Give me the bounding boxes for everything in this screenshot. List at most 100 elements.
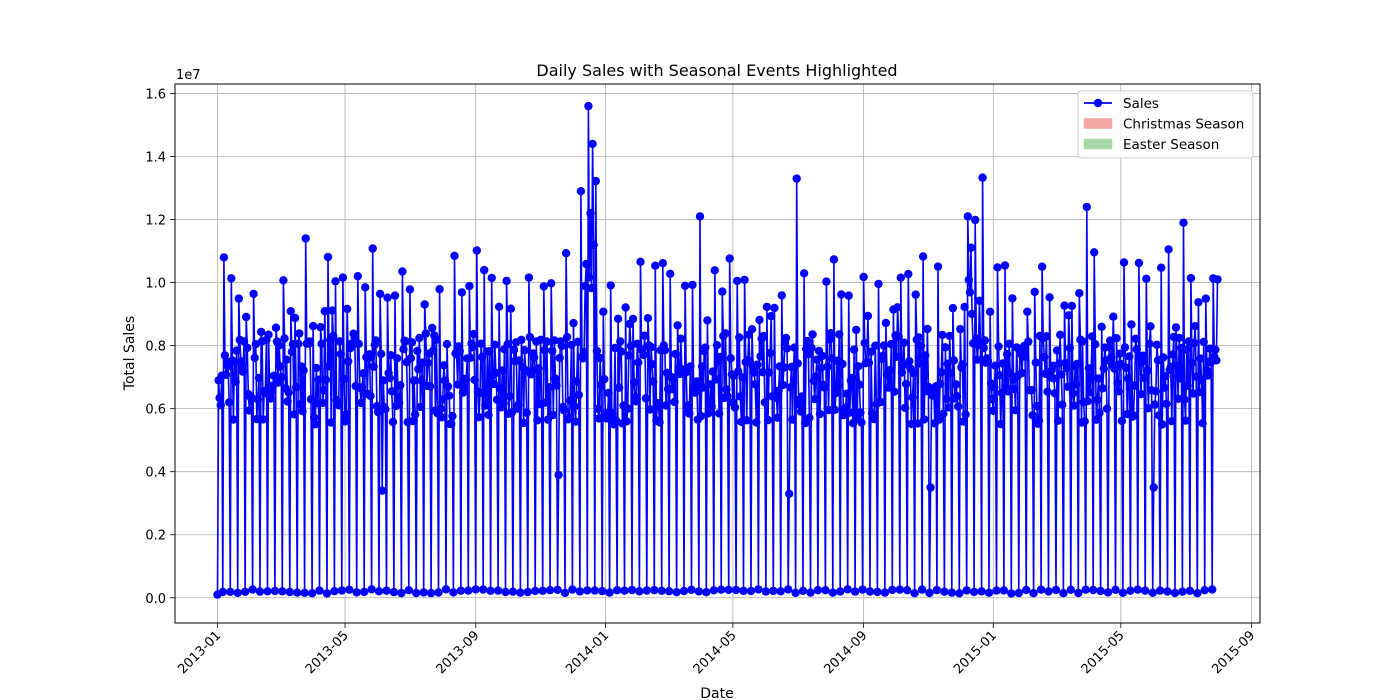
sales-point — [803, 336, 812, 346]
sales-point — [616, 337, 625, 346]
sales-point — [1073, 359, 1082, 369]
sales-point — [485, 347, 494, 356]
sales-point — [453, 380, 462, 389]
sales-point — [804, 350, 813, 359]
sales-point — [357, 383, 367, 392]
legend-box — [1077, 90, 1254, 159]
sales-point — [821, 586, 830, 595]
sales-point — [562, 332, 572, 342]
sales-point — [740, 275, 749, 285]
sales-point — [516, 588, 525, 597]
sales-point — [670, 397, 679, 407]
sales-point — [828, 588, 837, 597]
sales-point — [792, 174, 801, 183]
sales-point — [920, 415, 929, 424]
sales-point — [575, 587, 585, 596]
sales-point — [477, 352, 487, 362]
sales-point — [685, 409, 694, 418]
sales-point — [838, 359, 847, 369]
sales-point — [382, 586, 391, 595]
sales-point — [1168, 350, 1178, 359]
sales-point — [1034, 416, 1044, 425]
sales-point — [486, 586, 495, 595]
sales-point — [702, 588, 711, 597]
sales-point — [966, 243, 976, 252]
sales-point — [1196, 354, 1205, 363]
sales-point — [724, 585, 733, 595]
sales-point — [1144, 404, 1153, 413]
sales-point — [959, 417, 968, 426]
sales-point — [964, 275, 973, 285]
sales-point — [692, 377, 701, 386]
sales-point — [1152, 340, 1162, 349]
sales-point — [1068, 389, 1078, 398]
sales-point — [897, 368, 907, 377]
sales-point — [524, 273, 534, 282]
sales-point — [337, 586, 346, 595]
sales-point — [694, 587, 704, 596]
sales-point — [1178, 587, 1187, 596]
sales-point — [761, 587, 771, 596]
sales-point — [621, 303, 630, 312]
sales-point — [949, 356, 959, 365]
sales-point — [712, 341, 722, 350]
legend-label: Christmas Season — [1123, 117, 1244, 133]
sales-point — [796, 407, 806, 416]
y-axis-title: Total Sales — [122, 316, 138, 391]
sales-point — [836, 587, 845, 596]
sales-point — [961, 410, 970, 419]
sales-point — [952, 392, 962, 401]
sales-point — [1211, 345, 1220, 354]
sales-point — [657, 586, 666, 595]
sales-point — [943, 359, 952, 368]
y-tick-label: 1.6 — [145, 87, 166, 102]
sales-point — [283, 397, 292, 406]
sales-point — [805, 413, 814, 422]
sales-point — [629, 378, 639, 387]
sales-point — [714, 409, 724, 418]
sales-point — [651, 261, 660, 270]
sales-point — [1187, 358, 1197, 368]
sales-point — [598, 586, 607, 596]
sales-point — [254, 373, 264, 383]
sales-point — [239, 337, 249, 346]
sales-point — [250, 353, 259, 362]
sales-point — [1183, 381, 1192, 390]
sales-point — [1063, 382, 1072, 391]
sales-point — [918, 252, 928, 261]
sales-point — [471, 585, 480, 594]
sales-point — [701, 343, 710, 352]
sales-point — [1086, 373, 1096, 382]
sales-point — [464, 586, 473, 595]
sales-point — [566, 396, 575, 405]
sales-point — [708, 367, 717, 376]
sales-point — [975, 296, 984, 305]
sales-point — [247, 393, 256, 402]
sales-point — [312, 363, 321, 373]
sales-point — [664, 587, 674, 596]
sales-point — [225, 398, 234, 407]
sales-point — [1028, 411, 1037, 420]
sales-point — [266, 394, 275, 403]
sales-point — [263, 587, 272, 596]
sales-point — [425, 382, 435, 391]
sales-point — [1155, 586, 1165, 595]
sales-point — [1125, 352, 1134, 361]
sales-point — [1021, 585, 1031, 595]
sales-point — [641, 394, 650, 403]
sales-point — [1176, 374, 1185, 383]
sales-point — [909, 369, 918, 378]
sales-point — [903, 586, 912, 595]
sales-point — [668, 385, 677, 394]
sales-point — [777, 291, 786, 300]
sales-point — [850, 587, 860, 596]
sales-point — [399, 345, 408, 354]
sales-point — [414, 364, 423, 374]
sales-point — [905, 357, 914, 366]
sales-point — [540, 345, 549, 355]
sales-point — [1037, 262, 1047, 271]
sales-point — [807, 343, 816, 353]
sales-point — [231, 377, 240, 386]
sales-point — [1170, 588, 1180, 598]
sales-point — [1055, 359, 1064, 368]
